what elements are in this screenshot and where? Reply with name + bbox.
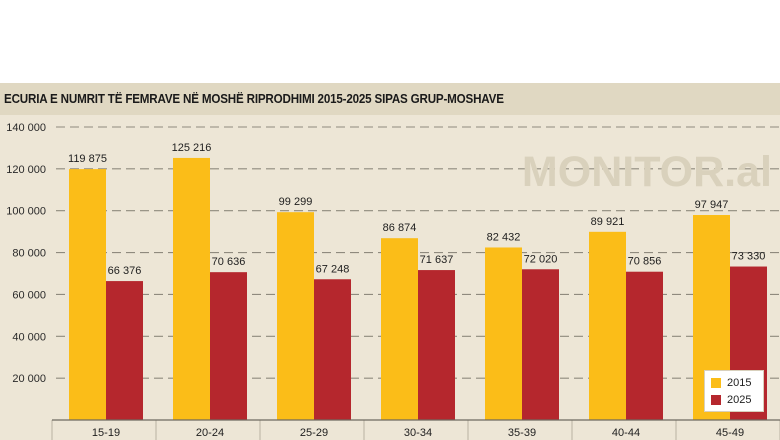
data-label-2015-30-34: 86 874 bbox=[383, 222, 417, 234]
legend-swatch-2015 bbox=[711, 378, 721, 388]
legend-label-2025: 2025 bbox=[727, 394, 752, 406]
bar-2015-15-19 bbox=[69, 169, 106, 420]
y-tick-label: 140 000 bbox=[6, 122, 46, 134]
chart-title: ECURIA E NUMRIT TË FEMRAVE NË MOSHË RIPR… bbox=[4, 92, 504, 106]
bar-2015-25-29 bbox=[277, 212, 314, 420]
legend-swatch-2025 bbox=[711, 395, 721, 405]
bar-2025-35-39 bbox=[522, 269, 559, 420]
legend-label-2015: 2015 bbox=[727, 377, 752, 389]
bar-2015-40-44 bbox=[589, 231, 626, 420]
y-tick-label: 40 000 bbox=[12, 331, 46, 343]
legend-item-2025: 2025 bbox=[711, 393, 751, 407]
x-tick-label: 40-44 bbox=[612, 427, 640, 439]
x-tick-label: 35-39 bbox=[508, 427, 536, 439]
bar-2015-30-34 bbox=[381, 238, 418, 420]
data-label-2025-45-49: 73 330 bbox=[732, 251, 766, 263]
data-label-2015-25-29: 99 299 bbox=[279, 196, 313, 208]
data-label-2025-15-19: 66 376 bbox=[108, 265, 142, 277]
x-tick-label: 45-49 bbox=[716, 427, 744, 439]
title-bar bbox=[0, 83, 780, 115]
y-tick-label: 100 000 bbox=[6, 206, 46, 218]
y-tick-label: 120 000 bbox=[6, 164, 46, 176]
data-label-2015-15-19: 119 875 bbox=[68, 153, 107, 165]
bar-2025-15-19 bbox=[106, 281, 143, 420]
data-label-2015-20-24: 125 216 bbox=[172, 142, 212, 154]
bar-2025-40-44 bbox=[626, 271, 663, 420]
bar-2025-30-34 bbox=[418, 270, 455, 420]
y-tick-label: 60 000 bbox=[12, 289, 46, 301]
x-tick-label: 15-19 bbox=[92, 427, 120, 439]
data-label-2025-35-39: 72 020 bbox=[524, 253, 558, 265]
y-tick-label: 80 000 bbox=[12, 248, 46, 260]
watermark: MONITOR.al bbox=[522, 148, 772, 196]
data-label-2025-25-29: 67 248 bbox=[316, 263, 350, 275]
data-label-2015-40-44: 89 921 bbox=[591, 216, 625, 228]
legend: 2015 2025 bbox=[704, 370, 764, 412]
x-tick-label: 20-24 bbox=[196, 427, 224, 439]
data-label-2015-45-49: 97 947 bbox=[695, 199, 729, 211]
data-label-2025-40-44: 70 856 bbox=[628, 256, 662, 268]
data-label-2015-35-39: 82 432 bbox=[487, 231, 521, 243]
bar-2015-35-39 bbox=[485, 247, 522, 420]
bar-2025-20-24 bbox=[210, 272, 247, 420]
x-tick-label: 25-29 bbox=[300, 427, 328, 439]
bar-2015-20-24 bbox=[173, 157, 210, 420]
y-tick-label: 20 000 bbox=[12, 373, 46, 385]
bar-2025-25-29 bbox=[314, 279, 351, 420]
legend-item-2015: 2015 bbox=[711, 376, 751, 390]
data-label-2025-20-24: 70 636 bbox=[212, 256, 246, 268]
data-label-2025-30-34: 71 637 bbox=[420, 254, 454, 266]
x-tick-label: 30-34 bbox=[404, 427, 432, 439]
